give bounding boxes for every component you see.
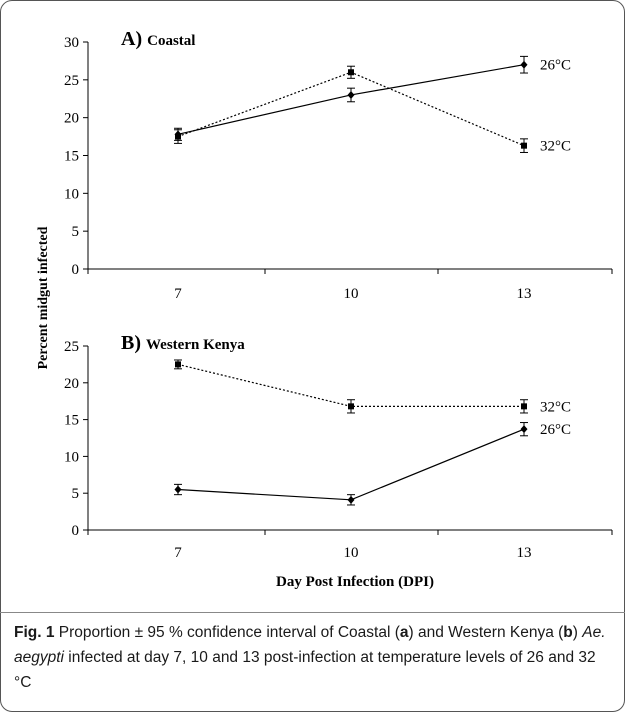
caption-bold-a: a [399, 624, 409, 641]
x-tick-label: 13 [517, 545, 532, 561]
data-point-diamond [347, 90, 355, 99]
series-label: 26°C [540, 422, 571, 438]
y-tick-label: 30 [64, 35, 79, 51]
panel-name: Coastal [147, 33, 195, 49]
data-point-square [521, 142, 527, 149]
y-tick-label: 10 [64, 186, 79, 202]
series-label: 26°C [540, 58, 571, 74]
chart-panel-1: 0 5 10 15 20 25 7 10 13 B) Western Kenya 26°C 32°C [64, 332, 613, 561]
data-point-square [175, 133, 181, 140]
caption-divider [0, 612, 625, 613]
data-point-square [175, 361, 181, 368]
x-tick-label: 7 [174, 286, 182, 302]
x-tick-label: 7 [174, 545, 182, 561]
data-point-square [521, 403, 527, 410]
caption-text-1: Proportion ± 95 % confidence interval of… [54, 624, 400, 641]
data-point-square [348, 403, 354, 410]
caption-species: Ae. aegypti [14, 624, 606, 666]
series-line [177, 71, 525, 147]
caption-fig-label: Fig. 1 [14, 624, 55, 641]
panel-title: A) Coastal [121, 28, 195, 50]
data-point-diamond [174, 485, 182, 494]
y-tick-label: 25 [64, 73, 79, 89]
caption-text-3: ) [572, 624, 583, 641]
y-tick-label: 20 [64, 111, 79, 127]
data-point-diamond [347, 495, 355, 504]
data-point-diamond [520, 60, 528, 69]
x-tick-label: 13 [517, 286, 532, 302]
series-label: 32°C [540, 139, 571, 155]
figure-caption: Fig. 1 Proportion ± 95 % confidence inte… [14, 620, 614, 695]
y-tick-label: 20 [64, 376, 79, 392]
y-tick-label: 25 [64, 339, 79, 355]
y-tick-label: 5 [72, 486, 80, 502]
series-line [177, 363, 524, 407]
y-tick-label: 15 [64, 149, 79, 165]
x-axis-label: Day Post Infection (DPI) [276, 574, 434, 590]
panel-letter: B) [121, 332, 146, 354]
y-tick-label: 0 [72, 523, 80, 539]
y-tick-label: 5 [72, 224, 80, 240]
panel-name: Western Kenya [146, 337, 245, 353]
series-label: 32°C [540, 399, 571, 415]
y-axis-label: Percent midgut infected [36, 226, 51, 369]
y-tick-label: 15 [64, 413, 79, 429]
y-tick-label: 0 [72, 262, 80, 278]
data-point-square [348, 69, 354, 76]
chart-area: Percent midgut infected Day Post Infecti… [36, 28, 613, 590]
panel-letter: A) [121, 28, 147, 50]
panel-title: B) Western Kenya [121, 332, 245, 354]
x-tick-label: 10 [344, 286, 359, 302]
caption-text-4: infected at day 7, 10 and 13 post-infect… [14, 649, 596, 691]
caption-text-2: ) and Western Kenya ( [408, 624, 564, 641]
y-tick-label: 10 [64, 449, 79, 465]
data-point-diamond [520, 425, 528, 434]
chart-panel-0: 0 5 10 15 20 25 30 7 10 13 A) Coastal 26°C 32°C [64, 28, 613, 302]
caption-bold-b: b [563, 624, 573, 641]
series-line [177, 428, 525, 501]
x-tick-label: 10 [344, 545, 359, 561]
